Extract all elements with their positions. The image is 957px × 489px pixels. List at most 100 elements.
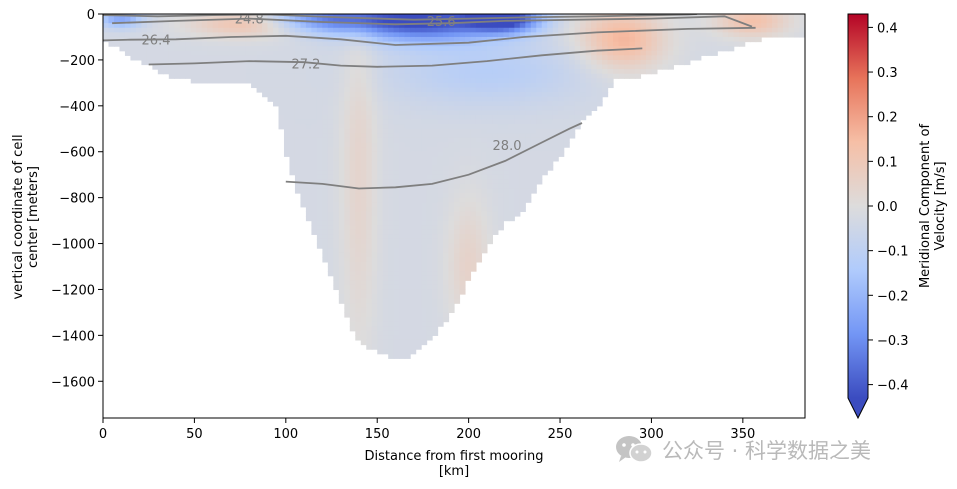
velocity-cell: [333, 59, 340, 66]
velocity-cell: [525, 87, 532, 93]
velocity-cell: [475, 32, 483, 38]
velocity-cell: [437, 220, 444, 226]
velocity-cell: [289, 41, 296, 47]
velocity-cell: [508, 36, 515, 43]
velocity-cell: [393, 229, 400, 235]
velocity-cell: [514, 23, 521, 29]
velocity-cell: [426, 147, 433, 153]
velocity-cell: [338, 23, 345, 29]
velocity-cell: [338, 119, 345, 125]
velocity-cell: [141, 41, 148, 47]
velocity-cell: [382, 202, 389, 208]
velocity-cell: [563, 124, 570, 130]
velocity-cell: [448, 69, 455, 75]
wechat-icon: [616, 436, 653, 463]
velocity-cell: [497, 202, 504, 208]
velocity-cell: [783, 27, 790, 33]
velocity-cell: [421, 211, 428, 217]
velocity-cell: [289, 55, 296, 61]
velocity-cell: [338, 142, 345, 148]
velocity-cell: [327, 206, 334, 213]
velocity-cell: [421, 206, 428, 213]
velocity-cell: [377, 271, 384, 277]
velocity-cell: [223, 14, 230, 20]
velocity-cell: [459, 170, 466, 176]
velocity-cell: [497, 59, 504, 66]
velocity-cell: [486, 50, 493, 56]
velocity-cell: [613, 32, 620, 38]
velocity-cell: [426, 206, 433, 213]
velocity-cell: [464, 92, 472, 98]
velocity-cell: [366, 133, 373, 139]
velocity-cell: [360, 55, 367, 61]
velocity-cell: [305, 82, 312, 89]
velocity-cell: [322, 234, 329, 240]
velocity-cell: [371, 303, 378, 309]
velocity-cell: [470, 69, 477, 75]
velocity-cell: [656, 36, 663, 43]
velocity-cell: [711, 27, 718, 33]
velocity-cell: [448, 271, 455, 277]
velocity-cell: [267, 41, 274, 47]
velocity-cell: [486, 32, 493, 38]
velocity-cell: [355, 133, 362, 139]
velocity-cell: [305, 179, 312, 185]
velocity-cell: [377, 55, 384, 61]
velocity-cell: [404, 46, 411, 52]
velocity-cell: [388, 234, 395, 240]
velocity-cell: [404, 124, 411, 130]
velocity-cell: [421, 271, 428, 277]
velocity-cell: [234, 55, 241, 61]
velocity-cell: [421, 275, 428, 281]
velocity-cell: [552, 96, 559, 102]
velocity-cell: [525, 110, 532, 116]
velocity-cell: [667, 46, 674, 52]
velocity-cell: [426, 321, 433, 327]
velocity-cell: [366, 211, 373, 217]
velocity-cell: [508, 105, 515, 112]
velocity-cell: [459, 78, 466, 84]
velocity-cell: [349, 41, 356, 47]
velocity-cell: [426, 335, 433, 341]
velocity-cell: [432, 55, 439, 61]
velocity-cell: [355, 206, 362, 213]
velocity-cell: [119, 14, 126, 20]
velocity-cell: [283, 46, 291, 52]
velocity-cell: [393, 128, 400, 134]
velocity-cell: [338, 229, 345, 235]
velocity-cell: [404, 234, 411, 240]
velocity-cell: [497, 160, 504, 167]
velocity-cell: [333, 261, 340, 268]
velocity-cell: [497, 69, 504, 75]
velocity-cell: [399, 229, 406, 235]
velocity-cell: [223, 27, 230, 33]
velocity-cell: [190, 36, 197, 43]
velocity-cell: [399, 280, 406, 286]
velocity-cell: [124, 50, 132, 56]
velocity-cell: [388, 261, 395, 268]
velocity-cell: [355, 271, 362, 277]
velocity-cell: [530, 55, 537, 61]
velocity-cell: [415, 303, 422, 309]
velocity-cell: [497, 119, 504, 125]
velocity-cell: [552, 142, 559, 148]
velocity-cell: [344, 137, 351, 144]
velocity-cell: [448, 18, 455, 24]
velocity-cell: [481, 133, 488, 139]
velocity-cell: [322, 225, 329, 231]
velocity-cell: [459, 115, 466, 121]
velocity-cell: [366, 55, 373, 61]
velocity-cell: [602, 59, 609, 66]
velocity-cell: [316, 193, 323, 199]
velocity-cell: [459, 174, 466, 180]
velocity-cell: [393, 312, 400, 318]
velocity-cell: [289, 78, 296, 84]
velocity-cell: [514, 174, 521, 180]
velocity-cell: [371, 124, 378, 130]
velocity-cell: [360, 59, 367, 66]
velocity-cell: [371, 335, 378, 341]
velocity-cell: [338, 115, 345, 121]
velocity-cell: [481, 32, 488, 38]
velocity-cell: [470, 211, 477, 217]
velocity-cell: [377, 50, 384, 56]
